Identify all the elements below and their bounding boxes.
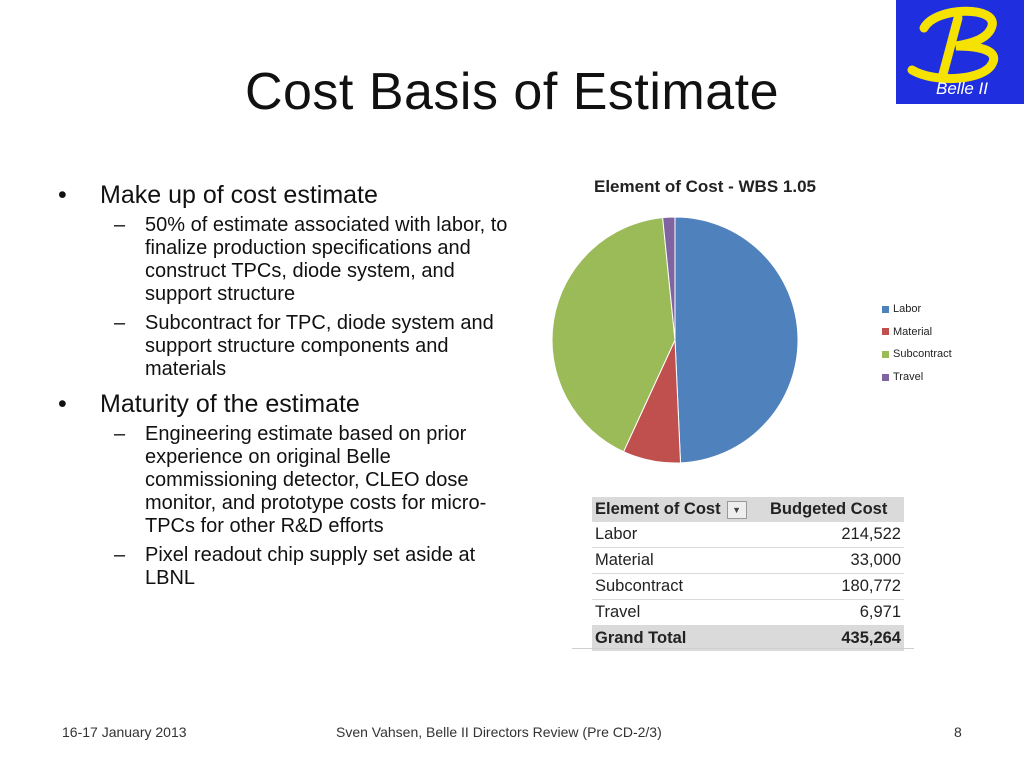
- column-header-label: Element of Cost: [595, 500, 721, 518]
- page-number: 8: [954, 724, 962, 740]
- table-cell: Material: [592, 547, 768, 574]
- bullet-dot-icon: •: [58, 390, 67, 418]
- column-header[interactable]: Element of Cost ▼: [592, 497, 768, 522]
- sub-bullet-text: Pixel readout chip supply set aside at L…: [145, 544, 476, 589]
- table-cell: 435,264: [767, 625, 904, 651]
- table-divider: [572, 648, 914, 649]
- table-cell: Labor: [592, 522, 768, 548]
- table-row: Travel 6,971: [592, 599, 904, 626]
- bullet-item: • Make up of cost estimate: [58, 180, 508, 210]
- table-cell: 6,971: [767, 599, 904, 626]
- column-header: Budgeted Cost: [767, 497, 904, 522]
- sub-bullet-item: – Pixel readout chip supply set aside at…: [58, 544, 508, 590]
- sub-bullet-item: – Subcontract for TPC, diode system and …: [58, 312, 508, 381]
- table-cell: Travel: [592, 599, 768, 626]
- pie-slice-travel: [662, 216, 676, 341]
- table-row: Material 33,000: [592, 547, 904, 574]
- dropdown-arrow-icon[interactable]: ▼: [726, 500, 747, 519]
- chart-title: Element of Cost - WBS 1.05: [594, 177, 816, 196]
- sub-bullet-text: 50% of estimate associated with labor, t…: [145, 214, 508, 305]
- legend-label: Material: [893, 325, 933, 338]
- pie-slice-subcontract: [551, 217, 676, 453]
- table-header-row: Element of Cost ▼ Budgeted Cost: [592, 497, 904, 522]
- cost-table: Element of Cost ▼ Budgeted Cost Labor 214…: [592, 497, 904, 651]
- legend-item: Subcontract: [882, 343, 952, 366]
- bullet-list: • Make up of cost estimate – 50% of esti…: [58, 180, 508, 590]
- pie-slice-labor: [674, 216, 799, 464]
- dash-icon: –: [114, 423, 126, 445]
- legend-item: Travel: [882, 366, 952, 389]
- legend-item: Labor: [882, 298, 952, 321]
- dash-icon: –: [114, 312, 126, 334]
- table-row: Labor 214,522: [592, 522, 904, 548]
- legend-label: Labor: [893, 303, 922, 316]
- legend-label: Subcontract: [893, 348, 952, 361]
- dash-icon: –: [114, 214, 126, 236]
- slide-title: Cost Basis of Estimate: [244, 63, 780, 121]
- footer-presenter: Sven Vahsen, Belle II Directors Review (…: [336, 724, 662, 740]
- legend-item: Material: [882, 321, 952, 344]
- legend-swatch: [882, 328, 889, 336]
- legend-swatch: [882, 373, 889, 381]
- table-cell: Subcontract: [592, 573, 768, 600]
- bullet-text: Maturity of the estimate: [100, 390, 360, 418]
- belle-ii-logo: Belle II: [896, 0, 1024, 104]
- sub-bullet-item: – Engineering estimate based on prior ex…: [58, 423, 508, 538]
- legend-swatch: [882, 305, 889, 313]
- bullet-item: • Maturity of the estimate: [58, 389, 508, 419]
- pie-chart: [551, 216, 799, 464]
- bullet-text: Make up of cost estimate: [100, 181, 378, 209]
- sub-bullet-text: Subcontract for TPC, diode system and su…: [145, 312, 494, 380]
- bullet-dot-icon: •: [58, 181, 67, 209]
- table-cell: 33,000: [767, 547, 904, 574]
- table-cell: 214,522: [767, 522, 904, 548]
- legend-label: Travel: [893, 371, 924, 384]
- table-total-row: Grand Total 435,264: [592, 625, 904, 651]
- dash-icon: –: [114, 544, 126, 566]
- belle-ii-logo-graphic: Belle II: [896, 0, 1024, 104]
- sub-bullet-text: Engineering estimate based on prior expe…: [145, 423, 487, 537]
- footer-date: 16-17 January 2013: [62, 724, 187, 740]
- legend-swatch: [882, 350, 889, 358]
- table-cell: 180,772: [767, 573, 904, 600]
- chart-legend: Labor Material Subcontract Travel: [882, 298, 952, 388]
- svg-text:Belle II: Belle II: [936, 79, 988, 98]
- sub-bullet-item: – 50% of estimate associated with labor,…: [58, 214, 508, 306]
- table-cell: Grand Total: [592, 625, 768, 651]
- table-row: Subcontract 180,772: [592, 573, 904, 600]
